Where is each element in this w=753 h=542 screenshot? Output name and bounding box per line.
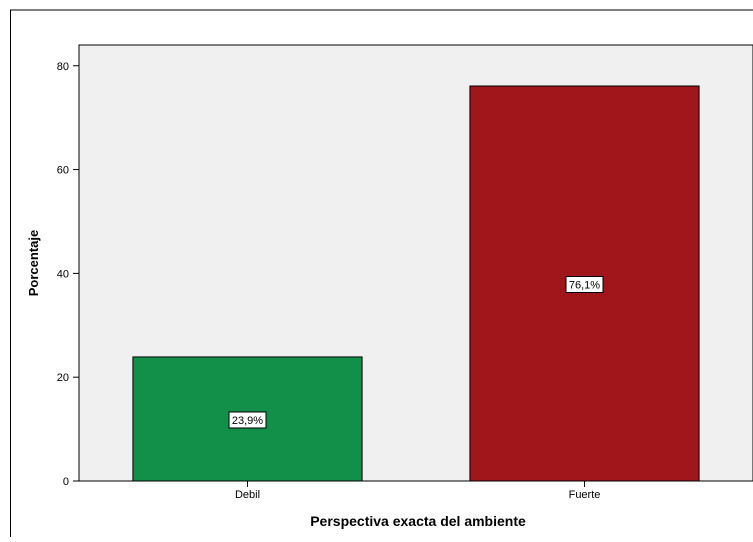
y-tick-label: 80: [57, 61, 69, 73]
x-tick-label: Fuerte: [569, 489, 601, 501]
x-axis: Debil Fuerte: [235, 481, 600, 501]
y-tick-label: 20: [57, 372, 69, 384]
y-tick-label: 40: [57, 268, 69, 280]
data-label-box: [228, 411, 267, 429]
data-label: 76,1%: [569, 280, 600, 292]
x-tick-label: Debil: [235, 489, 260, 501]
data-label-box: [565, 276, 604, 294]
y-tick-label: 60: [57, 165, 69, 177]
y-tick-label: 0: [63, 476, 69, 488]
y-axis-label: Porcentaje: [26, 230, 41, 296]
x-axis-label: Perspectiva exacta del ambiente: [310, 513, 526, 529]
y-axis: 0 20 40 60 80: [57, 61, 79, 488]
bars-group: 23,9% 76,1%: [132, 85, 700, 482]
data-label: 23,9%: [232, 415, 263, 427]
